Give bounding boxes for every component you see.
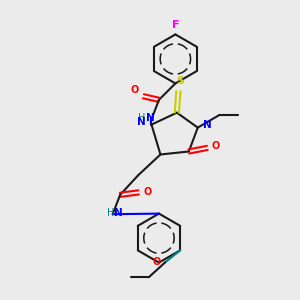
Text: O: O	[152, 257, 161, 267]
Text: N: N	[203, 120, 212, 130]
Text: H: H	[138, 113, 146, 123]
Text: O: O	[212, 141, 220, 152]
Text: S: S	[176, 76, 184, 86]
Text: N: N	[137, 117, 146, 127]
Text: N: N	[146, 113, 154, 123]
Text: O: O	[131, 85, 139, 95]
Text: F: F	[172, 20, 179, 30]
Text: N: N	[114, 208, 123, 218]
Text: O: O	[143, 188, 152, 197]
Text: H: H	[107, 208, 115, 218]
